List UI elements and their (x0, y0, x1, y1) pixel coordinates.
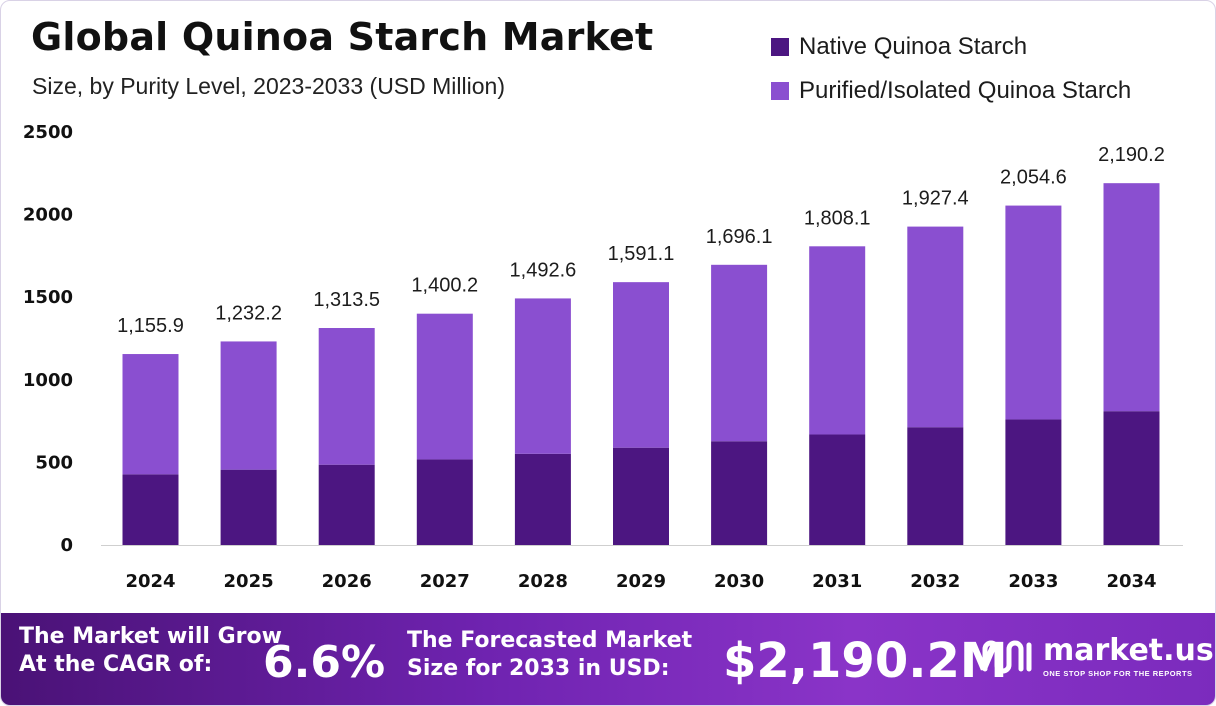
bar-purified-2026 (318, 328, 375, 465)
data-label-2025: 1,232.2 (215, 302, 282, 324)
bar-purified-2033 (1005, 205, 1062, 420)
footer-banner: The Market will Grow At the CAGR of: 6.6… (1, 613, 1215, 705)
cagr-value: 6.6% (263, 637, 386, 688)
cagr-label-line1: The Market will Grow (19, 624, 282, 649)
x-tick-label-2032: 2032 (910, 571, 960, 592)
y-tick-label-5: 2500 (23, 122, 73, 143)
legend: Native Quinoa Starch Purified/Isolated Q… (771, 25, 1131, 113)
legend-item-native: Native Quinoa Starch (771, 25, 1131, 69)
data-label-2033: 2,054.6 (1000, 167, 1067, 189)
x-tick-label-2025: 2025 (224, 571, 274, 592)
data-label-2027: 1,400.2 (411, 275, 478, 297)
cagr-label-line2: At the CAGR of: (19, 652, 213, 677)
bar-native-2030 (711, 441, 768, 545)
brand-tagline: ONE STOP SHOP FOR THE REPORTS (1043, 669, 1193, 678)
bar-chart: 0 500 1000 1500 2000 2500 1,155.9 2024 1,232.2 20… (23, 122, 1183, 592)
brand: market.us ONE STOP SHOP FOR THE REPORTS (981, 635, 1214, 679)
bar-native-2031 (809, 434, 866, 545)
bar-native-2029 (613, 447, 669, 545)
bar-purified-2028 (514, 298, 571, 454)
bar-native-2032 (907, 427, 964, 545)
chart-subtitle: Size, by Purity Level, 2023-2033 (USD Mi… (32, 73, 505, 99)
bar-purified-2031 (809, 246, 866, 435)
forecast-label-line2: Size for 2033 in USD: (407, 656, 670, 681)
data-label-2031: 1,808.1 (804, 207, 871, 229)
bar-purified-2029 (613, 282, 669, 448)
bar-native-2027 (416, 459, 473, 545)
x-tick-label-2024: 2024 (125, 571, 175, 592)
y-tick-label-2: 1000 (23, 370, 73, 391)
x-tick-label-2028: 2028 (518, 571, 568, 592)
data-label-2029: 1,591.1 (608, 243, 675, 265)
data-label-2028: 1,492.6 (510, 259, 577, 281)
bar-purified-2034 (1103, 183, 1160, 412)
y-tick-label-3: 1500 (23, 287, 73, 308)
x-tick-label-2034: 2034 (1106, 571, 1156, 592)
legend-swatch-native (771, 38, 789, 56)
forecast-label: The Forecasted Market Size for 2033 in U… (407, 627, 717, 683)
bar-purified-2030 (711, 264, 768, 442)
data-label-2032: 1,927.4 (902, 188, 969, 210)
bar-native-2028 (514, 453, 571, 545)
market-us-logo-icon (982, 640, 1032, 674)
legend-label-native: Native Quinoa Starch (799, 33, 1028, 60)
y-tick-label-4: 2000 (23, 205, 73, 226)
y-tick-label-0: 0 (60, 535, 73, 556)
bar-purified-2027 (416, 313, 473, 460)
bar-native-2026 (318, 464, 375, 545)
bar-native-2034 (1103, 411, 1160, 545)
data-label-2024: 1,155.9 (117, 315, 184, 337)
x-tick-label-2026: 2026 (322, 571, 372, 592)
forecast-label-line1: The Forecasted Market (407, 628, 693, 653)
bar-native-2033 (1005, 419, 1062, 545)
cagr-label: The Market will Grow At the CAGR of: (19, 623, 299, 679)
bar-purified-2025 (220, 341, 277, 470)
chart-title: Global Quinoa Starch Market (31, 15, 654, 59)
x-tick-label-2033: 2033 (1008, 571, 1058, 592)
x-tick-label-2029: 2029 (616, 571, 666, 592)
data-label-2030: 1,696.1 (706, 226, 773, 248)
data-label-2026: 1,313.5 (313, 289, 380, 311)
forecast-value: $2,190.2M (723, 633, 1008, 689)
bar-native-2024 (122, 474, 179, 545)
legend-swatch-purified (771, 82, 789, 100)
bar-purified-2032 (907, 226, 964, 428)
brand-name: market.us (1043, 633, 1214, 668)
x-tick-label-2031: 2031 (812, 571, 862, 592)
bar-purified-2024 (122, 354, 179, 475)
y-tick-label-1: 500 (35, 452, 73, 473)
x-tick-label-2027: 2027 (420, 571, 470, 592)
legend-item-purified: Purified/Isolated Quinoa Starch (771, 69, 1131, 113)
legend-label-purified: Purified/Isolated Quinoa Starch (799, 77, 1132, 104)
bar-native-2025 (220, 469, 277, 545)
x-tick-label-2030: 2030 (714, 571, 764, 592)
data-label-2034: 2,190.2 (1098, 144, 1165, 166)
